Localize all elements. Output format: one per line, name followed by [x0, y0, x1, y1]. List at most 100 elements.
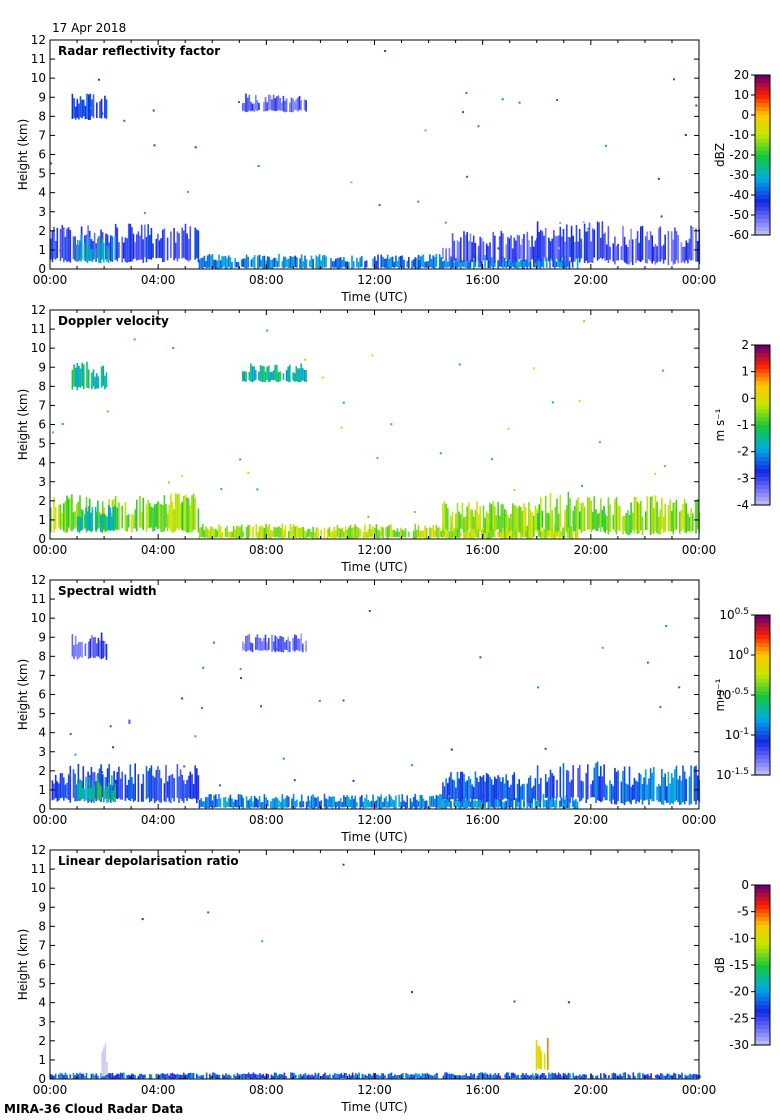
data-column — [268, 524, 271, 539]
data-column — [202, 801, 204, 807]
data-column — [490, 527, 493, 538]
data-column — [335, 801, 337, 809]
data-column — [555, 796, 558, 808]
data-column — [63, 777, 65, 801]
data-column — [659, 785, 662, 802]
data-column — [233, 1074, 235, 1079]
data-column — [591, 1075, 594, 1079]
data-column — [199, 1075, 201, 1079]
noise-point — [181, 697, 184, 700]
data-column — [114, 1075, 117, 1079]
data-column — [140, 783, 143, 802]
colorbar-tick-label: -30 — [729, 1038, 749, 1052]
data-column — [630, 228, 632, 262]
data-column — [64, 1072, 67, 1079]
data-column — [559, 495, 562, 528]
data-column — [510, 529, 512, 539]
colorbar-segment — [755, 723, 770, 728]
data-column — [83, 364, 85, 390]
data-column — [292, 638, 294, 651]
data-column — [565, 260, 567, 269]
data-column — [113, 771, 115, 798]
data-column — [518, 235, 520, 260]
data-column — [291, 256, 293, 268]
data-column — [187, 498, 190, 533]
data-column — [323, 793, 326, 808]
data-column — [660, 1073, 662, 1079]
data-column — [547, 798, 550, 809]
data-column — [607, 497, 610, 535]
data-column — [103, 776, 105, 803]
data-column — [553, 775, 555, 799]
noise-point — [368, 609, 371, 612]
data-column — [272, 1075, 274, 1079]
data-column — [401, 794, 404, 808]
data-column — [377, 529, 379, 539]
data-column — [661, 498, 663, 530]
data-column — [348, 796, 350, 808]
noise-point — [304, 358, 307, 361]
data-column — [454, 1075, 456, 1079]
data-column — [282, 373, 285, 380]
data-column — [567, 770, 570, 803]
data-column — [549, 241, 552, 259]
data-column — [479, 236, 481, 263]
data-column — [245, 371, 247, 382]
data-column — [293, 1073, 295, 1079]
data-column — [155, 769, 158, 802]
data-column — [534, 240, 537, 263]
data-column — [126, 515, 128, 532]
data-column — [107, 782, 110, 802]
data-column — [226, 801, 228, 807]
data-column — [383, 258, 386, 268]
data-column — [79, 240, 81, 259]
x-tick-label: 00:00 — [682, 273, 717, 287]
data-column — [86, 249, 89, 264]
data-column — [101, 774, 104, 798]
data-column — [494, 235, 496, 263]
x-tick-label: 20:00 — [574, 543, 609, 557]
data-column — [291, 526, 293, 538]
noise-point — [684, 134, 687, 136]
data-column — [533, 246, 535, 261]
noise-point — [201, 707, 203, 710]
data-column — [364, 261, 366, 269]
colorbar-segment — [755, 99, 770, 104]
data-column — [357, 261, 360, 269]
data-column — [270, 1074, 273, 1079]
data-column — [116, 507, 119, 530]
colorbar-segment — [755, 687, 770, 692]
colorbar-segment — [755, 199, 770, 204]
noise-point — [449, 775, 452, 778]
data-column — [442, 503, 444, 530]
data-column — [482, 775, 485, 799]
data-column — [515, 255, 517, 269]
data-column — [369, 801, 371, 808]
data-column — [486, 1074, 489, 1079]
colorbar-segment — [755, 715, 770, 720]
data-column — [110, 235, 112, 262]
data-column — [110, 1073, 112, 1079]
data-column — [541, 259, 543, 267]
data-column — [287, 636, 289, 653]
data-column — [456, 771, 459, 799]
data-column — [631, 784, 634, 801]
data-column — [582, 781, 584, 799]
data-column — [51, 230, 54, 263]
data-column — [278, 1074, 281, 1079]
data-column — [281, 523, 284, 539]
colorbar-segment — [755, 191, 770, 196]
colorbar-segment — [755, 889, 770, 894]
data-column — [253, 103, 255, 112]
colorbar-segment — [755, 925, 770, 930]
data-column — [205, 1072, 208, 1079]
data-column — [208, 254, 211, 268]
colorbar-segment — [755, 763, 770, 768]
data-column — [455, 513, 457, 530]
noise-points — [52, 320, 666, 530]
data-column — [507, 524, 509, 538]
data-column — [458, 256, 460, 268]
data-column — [458, 241, 460, 261]
data-column — [90, 767, 93, 803]
data-column — [574, 1076, 576, 1079]
